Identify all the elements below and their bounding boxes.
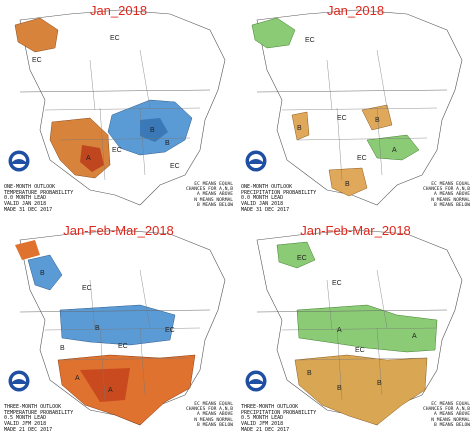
panel-caption: ONE-MONTH OUTLOOK TEMPERATURE PROBABILITY… xyxy=(4,184,74,213)
label-a-1: A xyxy=(86,155,91,162)
north-below-area xyxy=(59,304,176,346)
label-b-1: B xyxy=(297,125,302,132)
panel-legend: EC MEANS EQUAL CHANCES FOR A,N,B A MEANS A… xyxy=(185,182,233,208)
panel-caption: THREE-MONTH OUTLOOK TEMPERATURE PROBABILI… xyxy=(4,404,74,433)
panel-title: Jan_2018 xyxy=(326,3,385,18)
panel-title: Jan_2018 xyxy=(89,3,148,18)
label-ec-3: EC xyxy=(165,327,175,334)
label-ec-2: EC xyxy=(110,35,120,42)
panel-precip-jan: EC EC EC A B B B Jan_2018 ONE-MONTH OUTL… xyxy=(237,0,474,220)
panel-caption: ONE-MONTH OUTLOOK PRECIPITATION PROBABILI… xyxy=(241,184,317,213)
label-a-2: A xyxy=(108,387,113,394)
north-above-area xyxy=(296,304,438,353)
label-ec-3: EC xyxy=(357,155,367,162)
label-a-1: A xyxy=(392,147,397,154)
temp-jan-map: EC EC EC EC A B B xyxy=(14,9,226,206)
precip-jfm-map: EC EC EC A A B B B xyxy=(256,229,463,426)
noaa-logo-icon xyxy=(8,370,30,392)
noaa-logo-icon xyxy=(8,150,30,172)
panel-precip-jfm: EC EC EC A A B B B Jan-Feb-Mar_2018 THRE… xyxy=(237,220,474,440)
label-b-3: B xyxy=(345,181,350,188)
label-ec-3: EC xyxy=(112,147,122,154)
panel-temp-jfm: EC EC EC B B A A B Jan-Feb-Mar_2018 THRE… xyxy=(0,220,237,440)
precip-jan-map: EC EC EC A B B B xyxy=(251,9,463,206)
label-a-1: A xyxy=(75,375,80,382)
pacnw-below-area xyxy=(291,111,310,141)
panel-title: Jan-Feb-Mar_2018 xyxy=(300,223,411,238)
label-ec-1: EC xyxy=(332,280,342,287)
label-b-2: B xyxy=(375,117,380,124)
panel-title: Jan-Feb-Mar_2018 xyxy=(63,223,174,238)
panel-caption: THREE-MONTH OUTLOOK PRECIPITATION PROBABI… xyxy=(241,404,317,433)
alaska-above-area xyxy=(251,17,296,49)
label-b-3: B xyxy=(60,345,65,352)
alaska-below-area xyxy=(27,254,63,291)
label-ec-2: EC xyxy=(297,255,307,262)
label-b-1: B xyxy=(337,385,342,392)
label-b-1: B xyxy=(40,270,45,277)
label-ec-1: EC xyxy=(305,37,315,44)
label-ec-3: EC xyxy=(355,347,365,354)
label-a-1: A xyxy=(337,327,342,334)
label-b-2: B xyxy=(95,325,100,332)
label-b-2: B xyxy=(165,140,170,147)
label-a-2: A xyxy=(412,333,417,340)
greatlakes-below-area xyxy=(361,104,393,131)
panel-legend: EC MEANS EQUAL CHANCES FOR A,N,B A MEANS A… xyxy=(185,402,233,428)
label-b-2: B xyxy=(377,380,382,387)
alaska-above-area xyxy=(276,241,316,269)
alaska-above-area xyxy=(14,17,59,53)
gulf-below-area xyxy=(328,167,368,197)
label-ec-1: EC xyxy=(32,57,42,64)
temp-jfm-map: EC EC EC B B A A B xyxy=(15,229,226,426)
alaska-above-area xyxy=(15,240,40,260)
label-ec-2: EC xyxy=(118,343,128,350)
panel-temp-jan: EC EC EC EC A B B Jan_2018 ONE-MONTH OUT… xyxy=(0,0,237,220)
noaa-logo-icon xyxy=(245,370,267,392)
label-b-1: B xyxy=(150,127,155,134)
noaa-logo-icon xyxy=(245,150,267,172)
panel-legend: EC MEANS EQUAL CHANCES FOR A,N,B A MEANS A… xyxy=(422,402,470,428)
panel-legend: EC MEANS EQUAL CHANCES FOR A,N,B A MEANS A… xyxy=(422,182,470,208)
south-below-area xyxy=(294,354,428,426)
label-b-3: B xyxy=(307,370,312,377)
label-ec-1: EC xyxy=(82,285,92,292)
label-ec-4: EC xyxy=(170,163,180,170)
southeast-above-area xyxy=(366,134,420,161)
label-ec-2: EC xyxy=(337,115,347,122)
